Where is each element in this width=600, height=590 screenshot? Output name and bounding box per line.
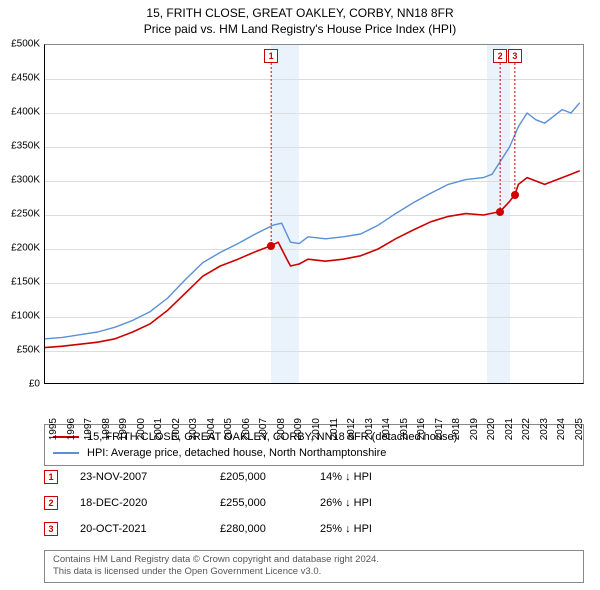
sale-dot-1 <box>267 242 275 250</box>
x-tick-label: 2019 <box>469 418 480 440</box>
x-tick-label: 1998 <box>101 418 112 440</box>
x-tick-label: 2023 <box>539 418 550 440</box>
x-tick-label: 2013 <box>364 418 375 440</box>
sale-price-2: £255,000 <box>220 497 320 509</box>
x-tick-label: 2009 <box>293 418 304 440</box>
x-tick-label: 2002 <box>171 418 182 440</box>
x-tick-label: 2004 <box>206 418 217 440</box>
x-tick-label: 2020 <box>486 418 497 440</box>
legend-row-hpi: HPI: Average price, detached house, Nort… <box>53 445 575 461</box>
x-tick-label: 2003 <box>188 418 199 440</box>
x-tick-label: 2007 <box>258 418 269 440</box>
y-tick-label: £100K <box>11 311 40 322</box>
chart-sale-marker-2: 2 <box>493 49 507 63</box>
x-tick-label: 2022 <box>521 418 532 440</box>
y-tick-label: £250K <box>11 209 40 220</box>
x-tick-label: 2008 <box>276 418 287 440</box>
title-line1: 15, FRITH CLOSE, GREAT OAKLEY, CORBY, NN… <box>0 6 600 20</box>
x-tick-label: 2015 <box>399 418 410 440</box>
y-tick-label: £350K <box>11 141 40 152</box>
y-tick-label: £300K <box>11 175 40 186</box>
sale-marker-3: 3 <box>44 522 58 536</box>
sale-row-3: 3 20-OCT-2021 £280,000 25% ↓ HPI <box>44 522 420 536</box>
sale-date-2: 18-DEC-2020 <box>80 497 220 509</box>
x-tick-label: 1996 <box>66 418 77 440</box>
y-tick-label: £500K <box>11 39 40 50</box>
sale-row-2: 2 18-DEC-2020 £255,000 26% ↓ HPI <box>44 496 420 510</box>
x-tick-label: 2012 <box>346 418 357 440</box>
x-tick-label: 2021 <box>504 418 515 440</box>
title-line2: Price paid vs. HM Land Registry's House … <box>0 22 600 36</box>
footer-line1: Contains HM Land Registry data © Crown c… <box>53 554 575 566</box>
x-tick-label: 2014 <box>381 418 392 440</box>
x-tick-label: 2024 <box>556 418 567 440</box>
y-tick-label: £400K <box>11 107 40 118</box>
chart-sale-marker-3: 3 <box>508 49 522 63</box>
sale-row-1: 1 23-NOV-2007 £205,000 14% ↓ HPI <box>44 470 420 484</box>
title-block: 15, FRITH CLOSE, GREAT OAKLEY, CORBY, NN… <box>0 0 600 36</box>
x-tick-label: 2018 <box>451 418 462 440</box>
footer-line2: This data is licensed under the Open Gov… <box>53 566 575 578</box>
sale-marker-1: 1 <box>44 470 58 484</box>
x-tick-label: 1997 <box>83 418 94 440</box>
sale-delta-1: 14% ↓ HPI <box>320 471 420 483</box>
sale-delta-2: 26% ↓ HPI <box>320 497 420 509</box>
sale-price-1: £205,000 <box>220 471 320 483</box>
x-tick-label: 1995 <box>48 418 59 440</box>
y-tick-label: £150K <box>11 277 40 288</box>
x-tick-label: 2017 <box>434 418 445 440</box>
sale-date-3: 20-OCT-2021 <box>80 523 220 535</box>
x-tick-label: 2006 <box>241 418 252 440</box>
x-tick-label: 2005 <box>223 418 234 440</box>
plot-area: 1 23 <box>44 44 584 384</box>
sale-dot-2 <box>496 208 504 216</box>
x-tick-label: 2001 <box>153 418 164 440</box>
x-tick-label: 2025 <box>574 418 585 440</box>
legend-label-hpi: HPI: Average price, detached house, Nort… <box>87 447 386 459</box>
x-tick-label: 2000 <box>136 418 147 440</box>
series-line-property_price <box>45 171 580 348</box>
y-tick-label: £0 <box>29 379 40 390</box>
sale-date-1: 23-NOV-2007 <box>80 471 220 483</box>
x-tick-label: 2010 <box>311 418 322 440</box>
chart-container: 15, FRITH CLOSE, GREAT OAKLEY, CORBY, NN… <box>0 0 600 590</box>
footer-box: Contains HM Land Registry data © Crown c… <box>44 550 584 583</box>
chart-sale-marker-1: 1 <box>264 49 278 63</box>
sale-marker-2: 2 <box>44 496 58 510</box>
series-line-hpi <box>45 103 580 339</box>
sale-price-3: £280,000 <box>220 523 320 535</box>
y-tick-label: £450K <box>11 73 40 84</box>
y-tick-label: £50K <box>17 345 40 356</box>
x-tick-label: 1999 <box>118 418 129 440</box>
sale-delta-3: 25% ↓ HPI <box>320 523 420 535</box>
legend-swatch-hpi <box>53 452 79 454</box>
x-tick-label: 2011 <box>329 418 340 440</box>
sale-dot-3 <box>511 191 519 199</box>
y-tick-label: £200K <box>11 243 40 254</box>
x-tick-label: 2016 <box>416 418 427 440</box>
